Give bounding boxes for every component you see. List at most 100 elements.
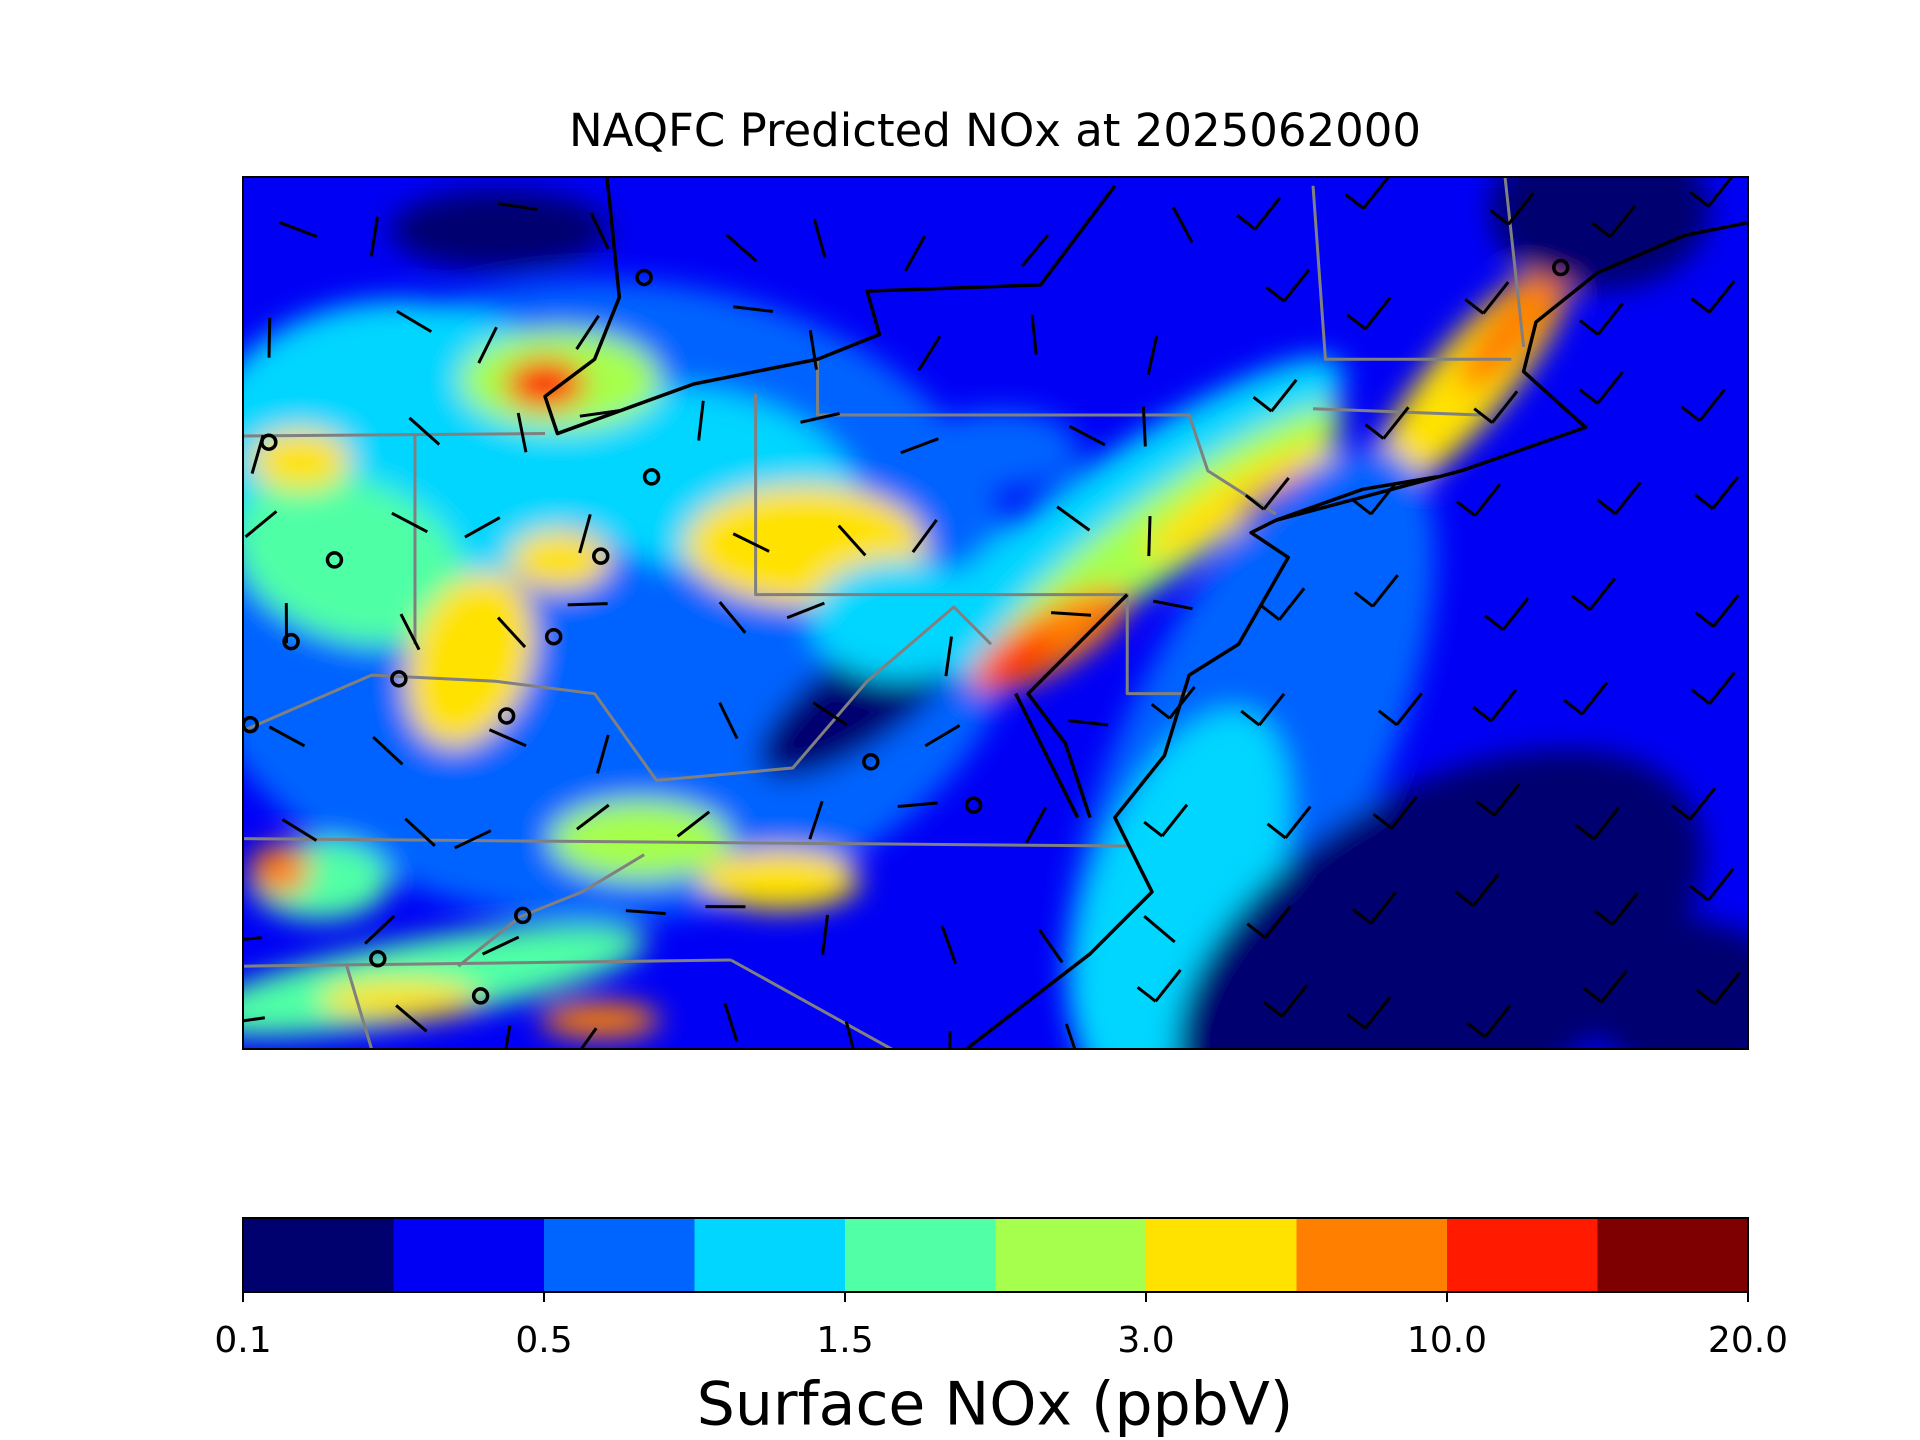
wind-barb <box>1574 823 1595 841</box>
colorbar-swatch <box>995 1218 1147 1292</box>
wind-barb <box>1160 803 1189 837</box>
wind-barb <box>718 701 739 740</box>
wind-barb <box>576 803 610 831</box>
wind-barb <box>1265 285 1285 303</box>
wind-barb <box>1246 922 1267 940</box>
wind-barb <box>1688 787 1717 821</box>
wind-barb <box>1064 1023 1077 1049</box>
wind-barb <box>399 613 421 651</box>
wind-barb <box>1352 908 1372 925</box>
wind-barb <box>821 914 830 955</box>
state-border <box>816 359 1277 516</box>
wind-barb <box>481 935 520 956</box>
wind-barb <box>1371 574 1399 608</box>
wind-barb <box>1260 604 1281 621</box>
wind-barb <box>1171 206 1194 244</box>
map <box>243 177 1748 1049</box>
calm-wind <box>635 268 653 287</box>
wind-barb <box>575 314 600 350</box>
wind-barb <box>243 936 263 941</box>
wind-barb <box>786 601 825 620</box>
wind-barb <box>1352 498 1372 516</box>
concentration-patch <box>540 1002 660 1038</box>
wind-barb <box>364 914 396 945</box>
calm-wind <box>369 950 387 968</box>
wind-barb <box>516 412 528 453</box>
wind-barb <box>589 212 610 250</box>
wind-barb <box>1482 281 1510 315</box>
wind-barb <box>1240 709 1261 727</box>
wind-barb <box>1690 297 1711 314</box>
wind-barb <box>244 510 278 538</box>
wind-barb <box>625 909 666 916</box>
wind-barb <box>1143 820 1164 838</box>
coastline <box>543 177 1117 436</box>
calm-wind <box>592 547 610 565</box>
colorbar-swatch <box>1597 1218 1749 1292</box>
wind-barb <box>1694 611 1715 628</box>
colorbar-swatch <box>544 1218 695 1292</box>
wind-barb <box>1507 192 1535 226</box>
calm-wind <box>964 796 983 814</box>
wind-barb <box>1025 806 1047 844</box>
concentration-patch <box>1490 177 1710 290</box>
colorbar-tick-label: 0.1 <box>214 1320 271 1361</box>
wind-barb <box>1344 193 1365 210</box>
wind-barb <box>733 305 774 313</box>
wind-barb <box>391 511 429 534</box>
wind-barb <box>1608 204 1637 238</box>
wind-barb <box>1707 177 1734 208</box>
wind-barb <box>1266 822 1287 840</box>
concentration-patch <box>810 560 990 680</box>
wind-barb <box>578 513 592 554</box>
wind-barb <box>844 1020 855 1049</box>
wind-barb <box>897 801 938 808</box>
wind-barb <box>1489 209 1510 226</box>
wind-barb <box>1707 867 1735 902</box>
colorbar-frame <box>242 1217 1749 1293</box>
wind-barb <box>504 1025 512 1049</box>
calm-wind <box>325 551 344 569</box>
wind-barb <box>723 1003 739 1043</box>
wind-barb <box>1282 268 1311 303</box>
colorbar-swatch <box>1447 1218 1598 1292</box>
wind-barb <box>940 925 958 965</box>
wind-barb <box>1596 498 1617 515</box>
wind-barb <box>676 810 711 838</box>
wind-barb <box>1472 705 1493 723</box>
colorbar: 0.1 0.5 1.5 3.0 10.0 20.0 <box>214 1217 1788 1361</box>
coastline <box>965 221 1747 1049</box>
wind-barb <box>395 1004 428 1033</box>
concentration-field <box>243 177 1748 1049</box>
wind-barb <box>1051 611 1092 617</box>
wind-barb <box>944 636 953 677</box>
wind-barb <box>1690 688 1711 705</box>
calm-wind <box>862 753 880 771</box>
colorbar-tick-label: 10.0 <box>1407 1320 1487 1361</box>
wind-barb <box>1372 813 1393 830</box>
wind-barb <box>1038 928 1064 964</box>
wind-barb <box>268 725 306 748</box>
wind-barb <box>1263 1001 1284 1018</box>
concentration-patch <box>920 410 1080 490</box>
colorbar-swatch <box>1146 1218 1297 1292</box>
wind-barb <box>1592 806 1620 841</box>
coastline <box>1014 692 1080 819</box>
wind-barb <box>1152 599 1193 611</box>
wind-barb <box>1491 390 1519 424</box>
wind-barb <box>1712 594 1740 628</box>
calm-wind <box>260 433 278 451</box>
coastline <box>1026 593 1129 819</box>
wind-barb <box>1563 698 1583 716</box>
concentration-patch <box>250 845 310 895</box>
concentration-patch <box>243 474 467 646</box>
wind-barb <box>1136 986 1157 1003</box>
wind-barb <box>911 519 938 553</box>
wind-barb <box>1262 477 1290 511</box>
wind-barb <box>1570 594 1591 611</box>
wind-barb <box>1582 986 1603 1004</box>
concentration-patch <box>550 800 730 880</box>
colorbar-tick-label: 1.5 <box>816 1320 873 1361</box>
state-border <box>1311 185 1512 361</box>
wind-barb <box>1493 783 1521 817</box>
